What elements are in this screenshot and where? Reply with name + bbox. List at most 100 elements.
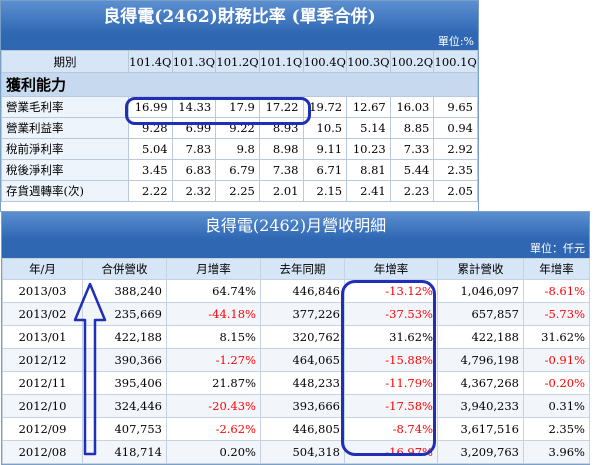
- ratio-value: 6.79: [215, 159, 260, 181]
- month-cell: 2012/08: [2, 440, 83, 464]
- ratio-value: 2.92: [433, 138, 478, 160]
- cum-yoy-cell: -5.73%: [523, 302, 590, 326]
- yoy-cell: -15.88%: [344, 348, 438, 372]
- period-col: 100.1Q: [433, 50, 478, 73]
- mom-cell: -1.27%: [166, 348, 261, 372]
- ratio-title: 良得電(2462)財務比率 (單季合併): [1, 1, 478, 34]
- ratio-value: 2.22: [128, 180, 173, 202]
- ratio-value: 5.44: [389, 159, 435, 181]
- ratio-value: 17.22: [258, 96, 304, 118]
- monthly-title: 良得電(2462)月營收明細: [2, 212, 589, 239]
- cum-yoy-cell: -8.61%: [523, 279, 590, 303]
- ratio-value: 8.98: [258, 138, 304, 160]
- ratio-value: 16.03: [389, 96, 435, 118]
- monthly-row: 2012/12 390,366 -1.27% 464,065 -15.88% 4,796,…: [2, 348, 590, 372]
- mom-cell: 0.20%: [166, 440, 261, 464]
- cumulative-cell: 1,046,097: [437, 279, 524, 303]
- ratio-value: 0.94: [433, 117, 478, 139]
- ratio-value: 7.83: [171, 138, 217, 160]
- ratio-row-label: 營業利益率: [1, 117, 129, 139]
- mom-cell: 64.74%: [166, 279, 261, 303]
- ratio-value: 2.23: [389, 180, 435, 202]
- monthly-header-row: 年/月 合併營收 月增率 去年同期 年增率 累計營收 年增率: [2, 258, 590, 280]
- last-year-cell: 504,318: [260, 440, 345, 464]
- last-year-cell: 320,762: [260, 325, 345, 349]
- col-header: 年增率: [523, 258, 590, 280]
- monthly-body: 2013/03 388,240 64.74% 446,846 -13.12% 1,046,…: [2, 279, 590, 464]
- ratio-row: 稅前淨利率 5.04 7.83 9.8 8.98 9.11 10.23 7.33 2.92: [1, 138, 478, 160]
- ratio-value: 9.11: [302, 138, 348, 160]
- monthly-row: 2013/02 235,669 -44.18% 377,226 -37.53% 657,8…: [2, 302, 590, 326]
- yoy-cell: -37.53%: [344, 302, 438, 326]
- ratio-value: 9.65: [433, 96, 478, 118]
- monthly-table: 年/月 合併營收 月增率 去年同期 年增率 累計營收 年增率 2013/03 38…: [2, 258, 590, 464]
- mom-cell: -2.62%: [166, 417, 261, 441]
- period-col: 101.1Q: [258, 50, 304, 73]
- ratio-body: 營業毛利率 16.99 14.33 17.9 17.22 19.72 12.67 16.03 9…: [1, 96, 478, 202]
- cum-yoy-cell: 0.31%: [523, 394, 590, 418]
- yoy-cell: -17.58%: [344, 394, 438, 418]
- last-year-cell: 464,065: [260, 348, 345, 372]
- ratio-row-label: 存貨週轉率(次): [1, 180, 129, 202]
- mom-cell: -20.43%: [166, 394, 261, 418]
- ratio-value: 7.38: [258, 159, 304, 181]
- cum-yoy-cell: 31.62%: [523, 325, 590, 349]
- cum-yoy-cell: 3.96%: [523, 440, 590, 464]
- financial-ratio-panel: 良得電(2462)財務比率 (單季合併) 單位:% 期別 101.4Q 101.…: [0, 0, 479, 212]
- last-year-cell: 446,846: [260, 279, 345, 303]
- col-header: 累計營收: [437, 258, 524, 280]
- cum-yoy-cell: -0.20%: [523, 371, 590, 395]
- cumulative-cell: 3,617,516: [437, 417, 524, 441]
- cumulative-cell: 422,188: [437, 325, 524, 349]
- monthly-row: 2012/11 395,406 21.87% 448,233 -11.79% 4,367,…: [2, 371, 590, 395]
- section-title: 獲利能力: [1, 72, 478, 97]
- cum-yoy-cell: -0.91%: [523, 348, 590, 372]
- ratio-value: 2.01: [258, 180, 304, 202]
- ratio-row-label: 稅後淨利率: [1, 159, 129, 181]
- month-cell: 2012/12: [2, 348, 83, 372]
- ratio-value: 10.23: [346, 138, 391, 160]
- monthly-row: 2012/10 324,446 -20.43% 393,666 -17.58% 3,940…: [2, 394, 590, 418]
- last-year-cell: 448,233: [260, 371, 345, 395]
- cum-yoy-cell: 2.35%: [523, 417, 590, 441]
- up-arrow-icon: [73, 282, 107, 456]
- ratio-row: 存貨週轉率(次) 2.22 2.32 2.25 2.01 2.15 2.41 2.23 2.05: [1, 180, 478, 202]
- cumulative-cell: 4,796,198: [437, 348, 524, 372]
- gross-margin-highlight-oval: [125, 97, 311, 125]
- ratio-unit: 單位:%: [1, 34, 478, 50]
- col-header: 合併營收: [82, 258, 167, 280]
- ratio-value: 8.81: [346, 159, 391, 181]
- ratio-value: 8.85: [389, 117, 435, 139]
- cumulative-cell: 3,940,233: [437, 394, 524, 418]
- month-cell: 2012/11: [2, 371, 83, 395]
- ratio-row: 營業利益率 9.28 6.99 9.22 8.93 10.5 5.14 8.85 0.94: [1, 117, 478, 139]
- ratio-value: 5.14: [346, 117, 391, 139]
- cumulative-cell: 4,367,268: [437, 371, 524, 395]
- ratio-value: 2.05: [433, 180, 478, 202]
- col-header: 去年同期: [260, 258, 345, 280]
- period-col: 101.4Q: [128, 50, 173, 73]
- ratio-value: 2.32: [171, 180, 217, 202]
- col-header: 年/月: [2, 258, 83, 280]
- cumulative-cell: 3,209,763: [437, 440, 524, 464]
- ratio-row-label: 營業毛利率: [1, 96, 129, 118]
- ratio-value: 2.15: [302, 180, 348, 202]
- ratio-value: 12.67: [346, 96, 391, 118]
- revenue-cell: 388,240: [82, 279, 167, 303]
- ratio-value: 2.41: [346, 180, 391, 202]
- ratio-value: 9.8: [215, 138, 260, 160]
- last-year-cell: 446,805: [260, 417, 345, 441]
- monthly-row: 2013/03 388,240 64.74% 446,846 -13.12% 1,046,…: [2, 279, 590, 303]
- yoy-cell: -8.74%: [344, 417, 438, 441]
- period-col: 100.2Q: [389, 50, 435, 73]
- ratio-row: 稅後淨利率 3.45 6.83 6.79 7.38 6.71 8.81 5.44 2.35: [1, 159, 478, 181]
- monthly-revenue-panel: 良得電(2462)月營收明細 單位：仟元 年/月 合併營收 月增率 去年同期 年…: [1, 211, 590, 465]
- ratio-value: 2.25: [215, 180, 260, 202]
- month-cell: 2012/09: [2, 417, 83, 441]
- ratio-row: 營業毛利率 16.99 14.33 17.9 17.22 19.72 12.67 16.03 9…: [1, 96, 478, 118]
- monthly-unit: 單位：仟元: [2, 239, 589, 258]
- month-cell: 2013/03: [2, 279, 83, 303]
- period-col: 100.4Q: [302, 50, 348, 73]
- ratio-value: 2.35: [433, 159, 478, 181]
- ratio-value: 14.33: [171, 96, 217, 118]
